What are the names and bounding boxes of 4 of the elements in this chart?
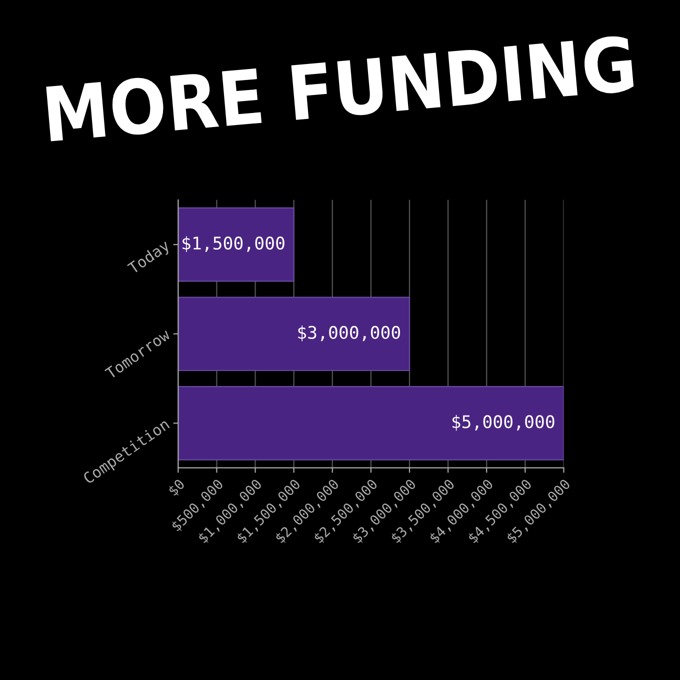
chart-title: MORE FUNDING <box>46 34 634 142</box>
data-label: $3,000,000 <box>298 326 400 342</box>
data-label: $1,500,000 <box>182 236 284 252</box>
data-label: $5,000,000 <box>452 414 554 431</box>
